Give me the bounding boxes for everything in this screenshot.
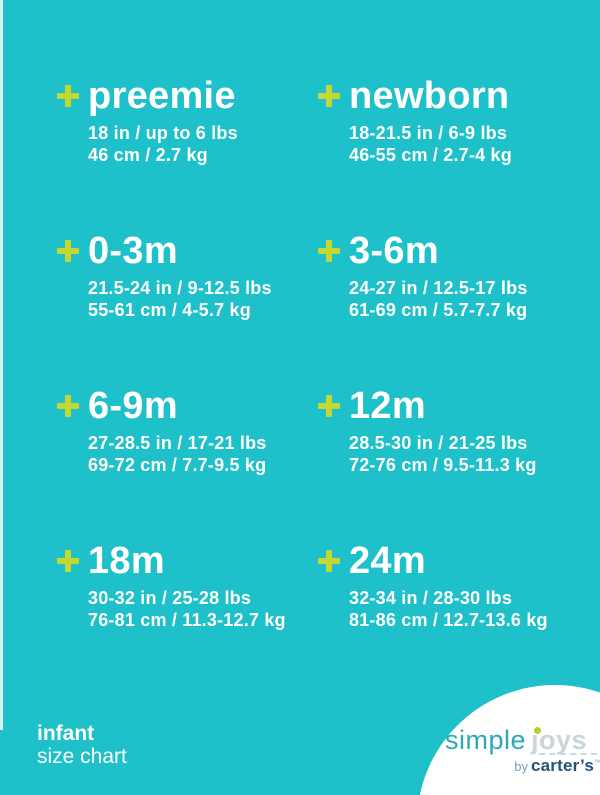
plus-icon xyxy=(318,550,340,572)
size-metric: 55-61 cm / 4-5.7 kg xyxy=(88,300,251,320)
size-heading-row: 24m xyxy=(318,539,577,583)
chart-category-label: infant xyxy=(37,722,95,745)
simplejoys-logo: simple ȷoys by carter’s™ xyxy=(445,725,600,776)
size-grid: preemie 18 in / up to 6 lbs 46 cm / 2.7 … xyxy=(57,74,577,694)
lime-dot-icon xyxy=(534,727,542,734)
size-label: 0-3m xyxy=(88,230,178,272)
size-heading-row: 3-6m xyxy=(318,229,577,273)
size-metric: 61-69 cm / 5.7-7.7 kg xyxy=(349,300,528,320)
logo-carters-text: carter’s xyxy=(530,756,594,775)
size-cell-6-9m: 6-9m 27-28.5 in / 17-21 lbs 69-72 cm / 7… xyxy=(57,384,318,539)
size-imperial: 24-27 in / 12.5-17 lbs xyxy=(349,278,528,298)
size-label: 18m xyxy=(88,540,165,582)
left-edge-highlight xyxy=(0,0,3,730)
plus-icon xyxy=(57,550,79,572)
size-heading-row: 18m xyxy=(57,539,318,583)
size-cell-preemie: preemie 18 in / up to 6 lbs 46 cm / 2.7 … xyxy=(57,74,318,229)
size-cell-3-6m: 3-6m 24-27 in / 12.5-17 lbs 61-69 cm / 5… xyxy=(318,229,577,384)
size-cell-24m: 24m 32-34 in / 28-30 lbs 81-86 cm / 12.7… xyxy=(318,539,577,694)
logo-simple-text: simple xyxy=(445,725,527,755)
size-imperial: 18 in / up to 6 lbs xyxy=(88,123,238,143)
size-metric: 76-81 cm / 11.3-12.7 kg xyxy=(88,610,286,630)
size-label: newborn xyxy=(349,75,510,117)
plus-icon xyxy=(57,85,79,107)
size-heading-row: 6-9m xyxy=(57,384,318,428)
size-cell-newborn: newborn 18-21.5 in / 6-9 lbs 46-55 cm / … xyxy=(318,74,577,229)
plus-icon xyxy=(57,395,79,417)
size-imperial: 21.5-24 in / 9-12.5 lbs xyxy=(88,278,272,298)
size-imperial: 18-21.5 in / 6-9 lbs xyxy=(349,123,508,143)
logo-byline: by carter’s™ xyxy=(445,756,600,776)
trademark-symbol: ™ xyxy=(594,759,600,767)
size-metric: 46-55 cm / 2.7-4 kg xyxy=(349,145,512,165)
size-metric: 46 cm / 2.7 kg xyxy=(88,145,208,165)
chart-title: infant size chart xyxy=(37,722,127,768)
size-metric: 81-86 cm / 12.7-13.6 kg xyxy=(349,610,548,630)
brand-logo-circle: simple ȷoys by carter’s™ xyxy=(417,685,600,795)
size-heading-row: 0-3m xyxy=(57,229,318,273)
size-metric: 69-72 cm / 7.7-9.5 kg xyxy=(88,455,267,475)
plus-icon xyxy=(318,85,340,107)
logo-wordmark: simple ȷoys xyxy=(445,725,600,755)
size-cell-18m: 18m 30-32 in / 25-28 lbs 76-81 cm / 11.3… xyxy=(57,539,318,694)
size-heading-row: 12m xyxy=(318,384,577,428)
size-imperial: 27-28.5 in / 17-21 lbs xyxy=(88,433,267,453)
size-imperial: 28.5-30 in / 21-25 lbs xyxy=(349,433,528,453)
size-heading-row: preemie xyxy=(57,74,318,118)
size-cell-0-3m: 0-3m 21.5-24 in / 9-12.5 lbs 55-61 cm / … xyxy=(57,229,318,384)
stitch-dashes-icon xyxy=(539,753,598,755)
size-label: 24m xyxy=(349,540,426,582)
size-label: 6-9m xyxy=(88,385,178,427)
plus-icon xyxy=(318,240,340,262)
size-label: 12m xyxy=(349,385,426,427)
size-cell-12m: 12m 28.5-30 in / 21-25 lbs 72-76 cm / 9.… xyxy=(318,384,577,539)
size-heading-row: newborn xyxy=(318,74,577,118)
logo-by-text: by xyxy=(514,759,528,774)
size-imperial: 30-32 in / 25-28 lbs xyxy=(88,588,252,608)
plus-icon xyxy=(57,240,79,262)
chart-type-label: size chart xyxy=(37,745,127,768)
plus-icon xyxy=(318,395,340,417)
size-label: 3-6m xyxy=(349,230,439,272)
size-imperial: 32-34 in / 28-30 lbs xyxy=(349,588,513,608)
logo-joys-text: ȷoys xyxy=(531,725,598,755)
size-metric: 72-76 cm / 9.5-11.3 kg xyxy=(349,455,537,475)
size-label: preemie xyxy=(88,75,236,117)
